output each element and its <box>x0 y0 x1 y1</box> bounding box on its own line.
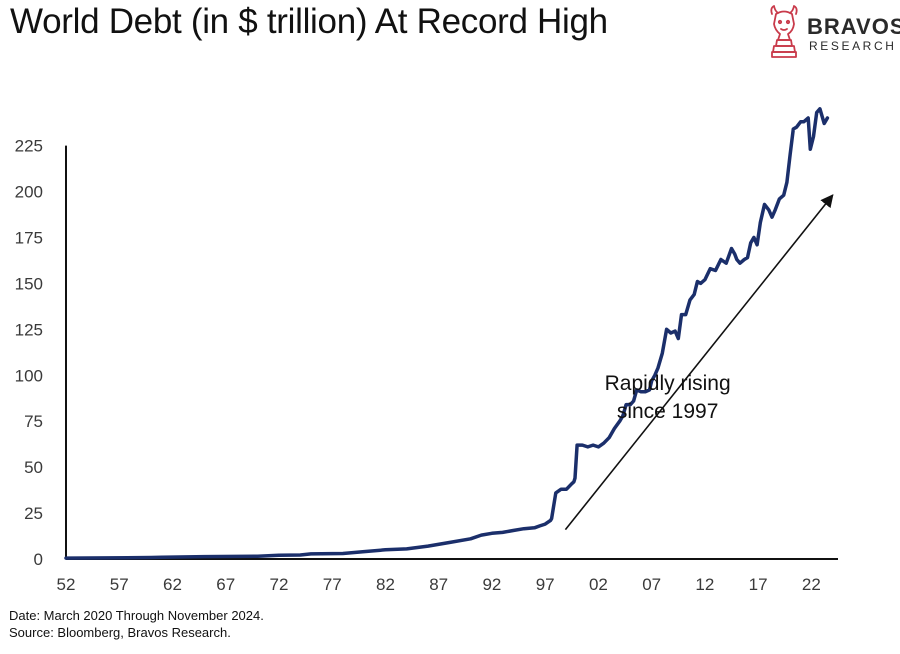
x-tick-label: 22 <box>802 575 821 594</box>
x-tick-label: 97 <box>536 575 555 594</box>
brand-name: BRAVOS <box>807 14 900 39</box>
x-tick-label: 17 <box>749 575 768 594</box>
x-tick-label: 62 <box>163 575 182 594</box>
x-tick-label: 72 <box>270 575 289 594</box>
y-tick-label: 50 <box>24 458 43 477</box>
x-tick-label: 52 <box>57 575 76 594</box>
trend-arrow <box>564 194 834 531</box>
y-tick-label: 75 <box>24 412 43 431</box>
y-tick-label: 100 <box>15 366 43 385</box>
y-tick-label: 125 <box>15 320 43 339</box>
footer-source: Source: Bloomberg, Bravos Research. <box>9 625 231 640</box>
x-tick-label: 82 <box>376 575 395 594</box>
y-tick-label: 150 <box>15 274 43 293</box>
y-tick-label: 0 <box>34 550 43 569</box>
y-tick-label: 175 <box>15 228 43 247</box>
x-tick-label: 67 <box>216 575 235 594</box>
x-tick-label: 92 <box>482 575 501 594</box>
footer-date-note: Date: March 2020 Through November 2024. <box>9 608 264 623</box>
x-tick-label: 87 <box>429 575 448 594</box>
brand-subtitle: RESEARCH <box>809 39 897 53</box>
x-tick-label: 57 <box>110 575 129 594</box>
y-tick-label: 200 <box>15 183 43 202</box>
brand-logo: BRAVOS RESEARCH <box>766 4 900 62</box>
x-tick-label: 07 <box>642 575 661 594</box>
y-tick-label: 25 <box>24 504 43 523</box>
series-line-world-debt <box>64 107 830 560</box>
annotation-text: Rapidly rising <box>605 372 731 395</box>
y-tick-label: 225 <box>15 137 43 156</box>
page-title: World Debt (in $ trillion) At Record Hig… <box>10 2 608 41</box>
knight-bull-icon <box>770 5 798 58</box>
x-tick-label: 12 <box>695 575 714 594</box>
x-tick-label: 77 <box>323 575 342 594</box>
x-tick-label: 02 <box>589 575 608 594</box>
annotation-text: since 1997 <box>617 400 719 423</box>
